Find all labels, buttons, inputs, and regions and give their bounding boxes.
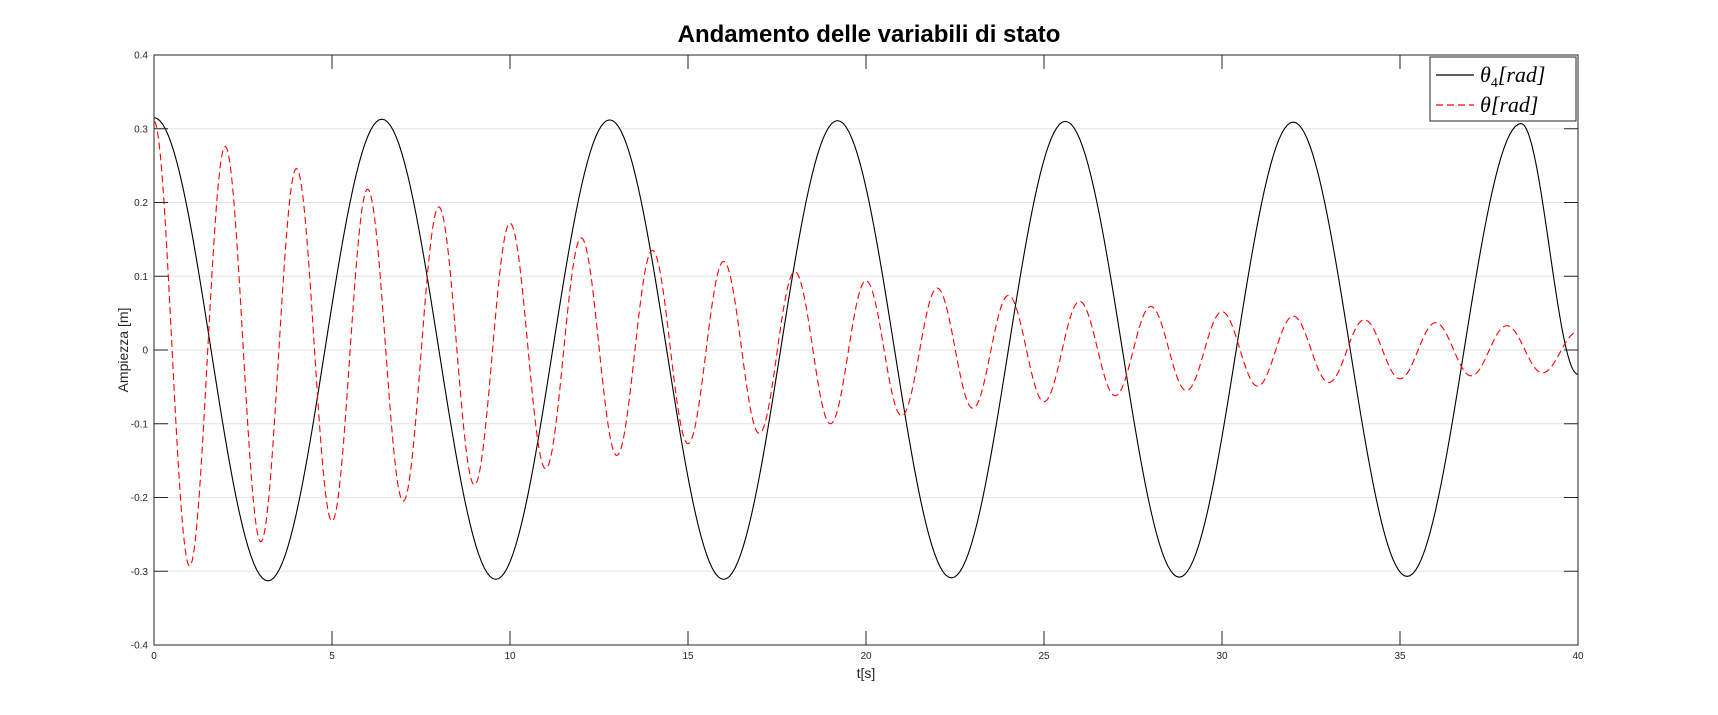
chart-title: Andamento delle variabili di stato (678, 21, 1061, 48)
legend-label-unit: [rad] (1491, 92, 1539, 117)
y-tick-label: 0.3 (134, 124, 148, 135)
legend-label-unit: [rad] (1498, 62, 1546, 87)
y-tick-label: -0.4 (131, 641, 149, 652)
legend-box (1429, 56, 1577, 122)
x-tick-label: 30 (1216, 651, 1228, 662)
y-tick-label: -0.1 (131, 419, 149, 430)
y-tick-label: -0.3 (131, 567, 149, 578)
x-tick-label: 40 (1572, 651, 1584, 662)
tick-marks (153, 54, 1579, 646)
x-tick-label: 10 (504, 651, 516, 662)
series-layer (153, 117, 1579, 582)
legend-label-symbol: θ (1480, 62, 1491, 87)
x-tick-label: 15 (682, 651, 694, 662)
y-tick-label: 0.2 (134, 198, 148, 209)
x-tick-label: 0 (151, 651, 157, 662)
y-tick-label: -0.2 (131, 493, 149, 504)
y-tick-label: 0 (142, 346, 148, 357)
y-tick-labels: 0.4 0.3 0.2 0.1 0 -0.1 -0.2 -0.3 -0.4 (131, 51, 149, 652)
legend: θ4[rad]θ[rad] (1429, 56, 1577, 122)
legend-label-1: θ[rad] (1480, 92, 1539, 117)
x-axis-label: t[s] (857, 665, 876, 681)
y-tick-label: 0.4 (134, 51, 148, 62)
legend-label-symbol: θ (1480, 92, 1491, 117)
legend-label-subscript: 4 (1491, 76, 1498, 91)
series-line-0 (153, 117, 1579, 582)
x-tick-label: 35 (1394, 651, 1406, 662)
legend-label-0: θ4[rad] (1480, 62, 1546, 91)
grid-lines (154, 128, 1578, 572)
x-tick-label: 25 (1038, 651, 1050, 662)
x-tick-label: 20 (860, 651, 872, 662)
y-axis-label: Ampiezza [m] (115, 308, 131, 393)
y-tick-label: 0.1 (134, 272, 148, 283)
x-tick-label: 5 (329, 651, 335, 662)
x-tick-labels: 0 5 10 15 20 25 30 35 40 (151, 651, 1584, 662)
